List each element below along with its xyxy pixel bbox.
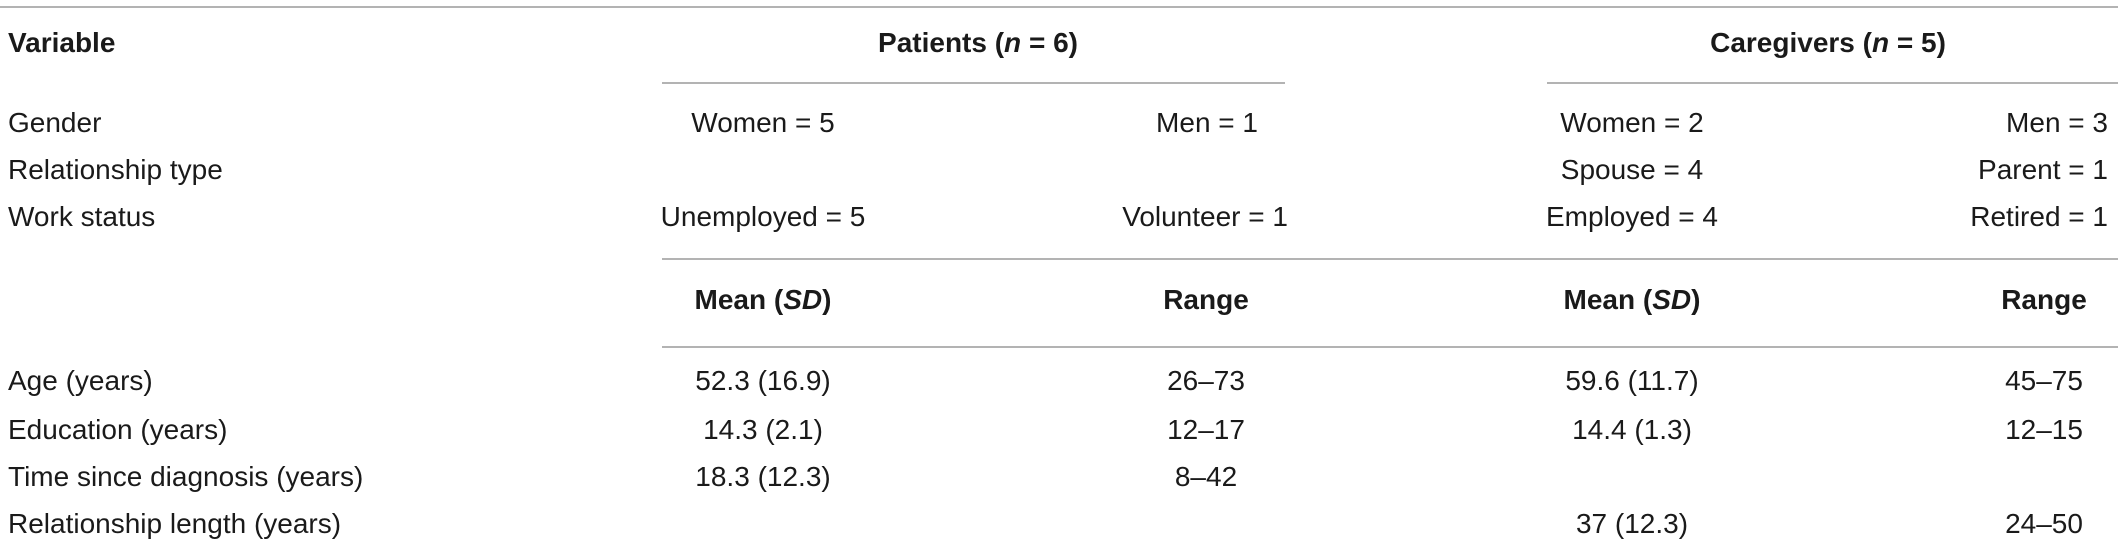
top-rule — [0, 6, 2118, 8]
caregivers-mean-cell: 37 (12.3) — [1575, 508, 1689, 539]
caregivers-mean-cell: 59.6 (11.7) — [1565, 365, 1699, 396]
caregivers-col2-cell: Parent = 1 — [1978, 154, 2108, 185]
patients-mean-cell: 18.3 (12.3) — [695, 461, 831, 492]
caregivers-mean-sd-header: Mean (SD) — [1563, 284, 1701, 315]
header-caregivers: Caregivers (n = 5) — [1710, 27, 1946, 58]
patients-mean-cell: 14.3 (2.1) — [703, 414, 823, 445]
caregivers-range-cell: 12–15 — [2005, 414, 2083, 445]
row-label: Time since diagnosis (years) — [8, 461, 364, 492]
patients-range-cell: 12–17 — [1167, 414, 1245, 445]
patients-group-rule — [662, 82, 1285, 84]
patients-col1-cell: Unemployed = 5 — [660, 201, 866, 232]
patients-mean-sd-header: Mean (SD) — [694, 284, 832, 315]
patients-range-cell: 26–73 — [1167, 365, 1245, 396]
caregivers-col2-cell: Men = 3 — [2006, 107, 2108, 138]
patients-mean-cell: 52.3 (16.9) — [695, 365, 831, 396]
row-label: Gender — [8, 107, 102, 138]
caregivers-col1-cell: Employed = 4 — [1546, 201, 1718, 232]
caregivers-group-rule — [1547, 82, 2118, 84]
caregivers-range-header: Range — [2001, 284, 2087, 315]
row-label: Relationship length (years) — [8, 508, 342, 539]
header-patients: Patients (n = 6) — [878, 27, 1078, 58]
row-label: Relationship type — [8, 154, 223, 185]
patients-col2-cell: Men = 1 — [1156, 107, 1258, 138]
patients-range-cell: 8–42 — [1174, 461, 1238, 492]
caregivers-col1-cell: Women = 2 — [1560, 107, 1704, 138]
caregivers-range-cell: 45–75 — [2005, 365, 2083, 396]
patients-range-header: Range — [1163, 284, 1249, 315]
subheader-bottom-rule — [662, 346, 2118, 348]
row-label: Work status — [8, 201, 156, 232]
caregivers-range-cell: 24–50 — [2005, 508, 2083, 539]
row-label: Education (years) — [8, 414, 228, 445]
row-label: Age (years) — [8, 365, 153, 396]
subheader-top-rule — [662, 258, 2118, 260]
patients-col2-cell: Volunteer = 1 — [1122, 201, 1288, 232]
caregivers-mean-cell: 14.4 (1.3) — [1572, 414, 1692, 445]
patients-col1-cell: Women = 5 — [691, 107, 835, 138]
caregivers-col2-cell: Retired = 1 — [1970, 201, 2108, 232]
header-variable: Variable — [8, 27, 116, 58]
caregivers-col1-cell: Spouse = 4 — [1560, 154, 1704, 185]
